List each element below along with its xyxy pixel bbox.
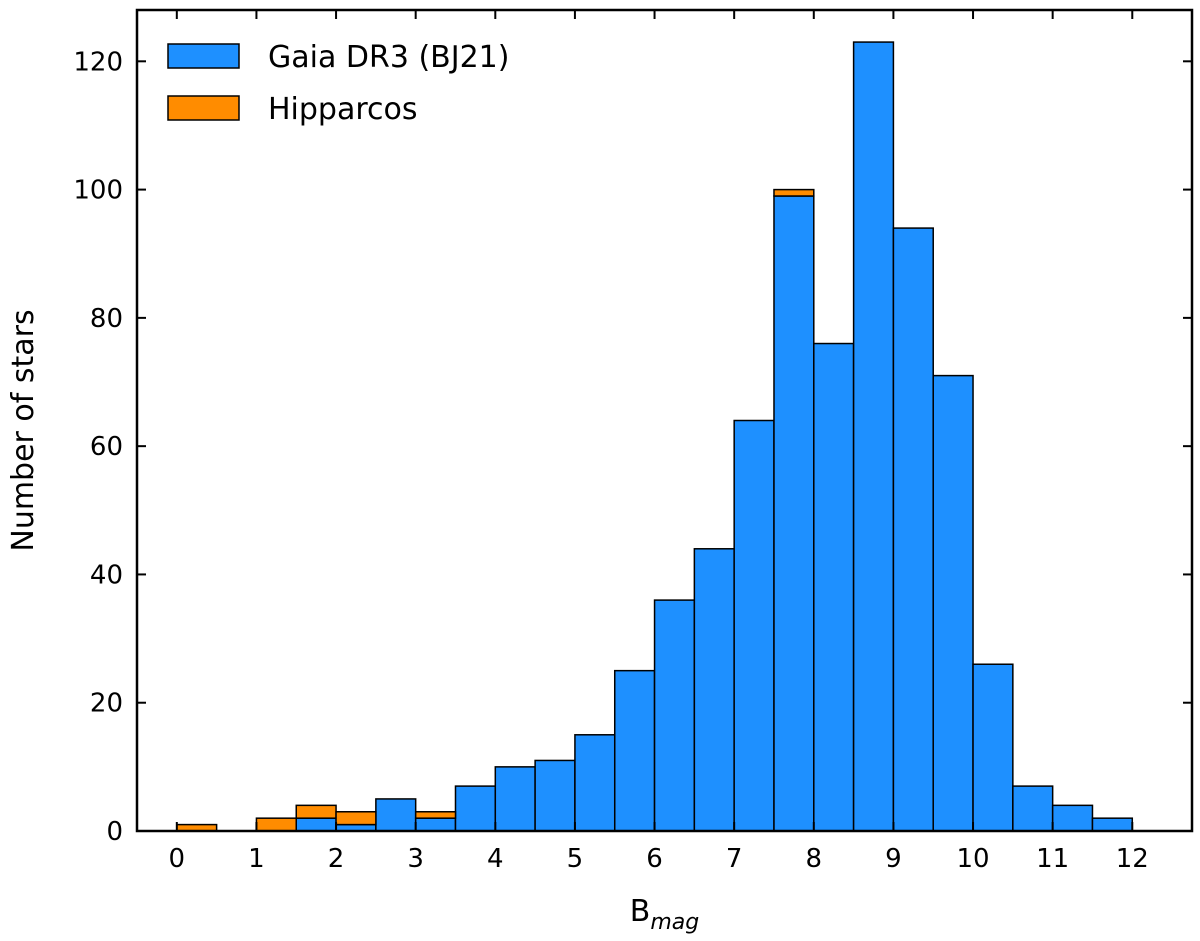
legend-label-hipparcos: Hipparcos — [268, 92, 418, 127]
bar-gaia-11 — [613, 669, 656, 832]
x-tick-label-11: 11 — [1036, 844, 1069, 874]
bar-gaia-12 — [653, 599, 696, 832]
bar-hipparcos-3 — [295, 804, 337, 819]
x-axis-label-subscript: mag — [650, 910, 699, 935]
x-tick-label-12: 12 — [1116, 844, 1149, 874]
bar-gaia-20 — [972, 663, 1014, 832]
y-axis-label: Number of stars — [6, 309, 41, 551]
x-tick-label-6: 6 — [646, 844, 663, 874]
y-tick-label-5: 100 — [73, 176, 123, 206]
bar-gaia-18 — [892, 227, 934, 832]
y-tick-label-4: 80 — [90, 304, 123, 334]
x-tick-label-5: 5 — [567, 844, 584, 874]
bar-hipparcos-15 — [773, 188, 815, 197]
y-tick-label-2: 40 — [90, 560, 123, 590]
bar-hipparcos-4 — [335, 811, 377, 826]
legend-swatch-gaia — [167, 43, 240, 69]
bar-gaia-19 — [932, 374, 974, 832]
bar-gaia-10 — [574, 734, 616, 832]
x-tick-label-9: 9 — [885, 844, 902, 874]
bar-gaia-14 — [733, 419, 775, 832]
x-tick-label-8: 8 — [806, 844, 823, 874]
legend: Gaia DR3 (BJ21) Hipparcos — [167, 40, 509, 127]
x-axis-label-main: B — [630, 894, 651, 929]
x-tick-label-1: 1 — [248, 844, 265, 874]
bar-hipparcos-6 — [414, 811, 457, 819]
x-tick-label-3: 3 — [407, 844, 424, 874]
y-tick-label-1: 20 — [90, 689, 123, 719]
x-tick-label-10: 10 — [956, 844, 989, 874]
bar-gaia-7 — [454, 785, 497, 832]
bar-gaia-6 — [414, 817, 457, 832]
bar-hipparcos-2 — [255, 817, 297, 832]
legend-swatch-hipparcos — [167, 95, 240, 121]
x-tick-label-7: 7 — [726, 844, 743, 874]
bars-group — [176, 41, 1134, 832]
legend-label-gaia: Gaia DR3 (BJ21) — [268, 40, 509, 75]
x-axis-label: Bmag — [630, 894, 700, 935]
bar-gaia-15 — [773, 195, 815, 832]
bar-gaia-3 — [295, 817, 337, 832]
bar-gaia-21 — [1012, 785, 1054, 832]
bar-gaia-22 — [1051, 804, 1094, 832]
x-tick-label-4: 4 — [487, 844, 504, 874]
x-tick-label-2: 2 — [328, 844, 345, 874]
bar-gaia-23 — [1091, 817, 1134, 832]
bar-gaia-16 — [813, 342, 855, 832]
x-tick-label-0: 0 — [169, 844, 186, 874]
bar-gaia-9 — [534, 759, 576, 832]
plot-frame — [135, 8, 1194, 833]
y-tick-label-0: 0 — [106, 817, 123, 847]
bar-gaia-5 — [375, 798, 417, 832]
y-tick-label-6: 120 — [73, 47, 123, 77]
bar-gaia-17 — [852, 41, 895, 832]
bar-gaia-13 — [693, 548, 735, 832]
bar-gaia-8 — [494, 766, 536, 832]
y-tick-label-3: 60 — [90, 432, 123, 462]
